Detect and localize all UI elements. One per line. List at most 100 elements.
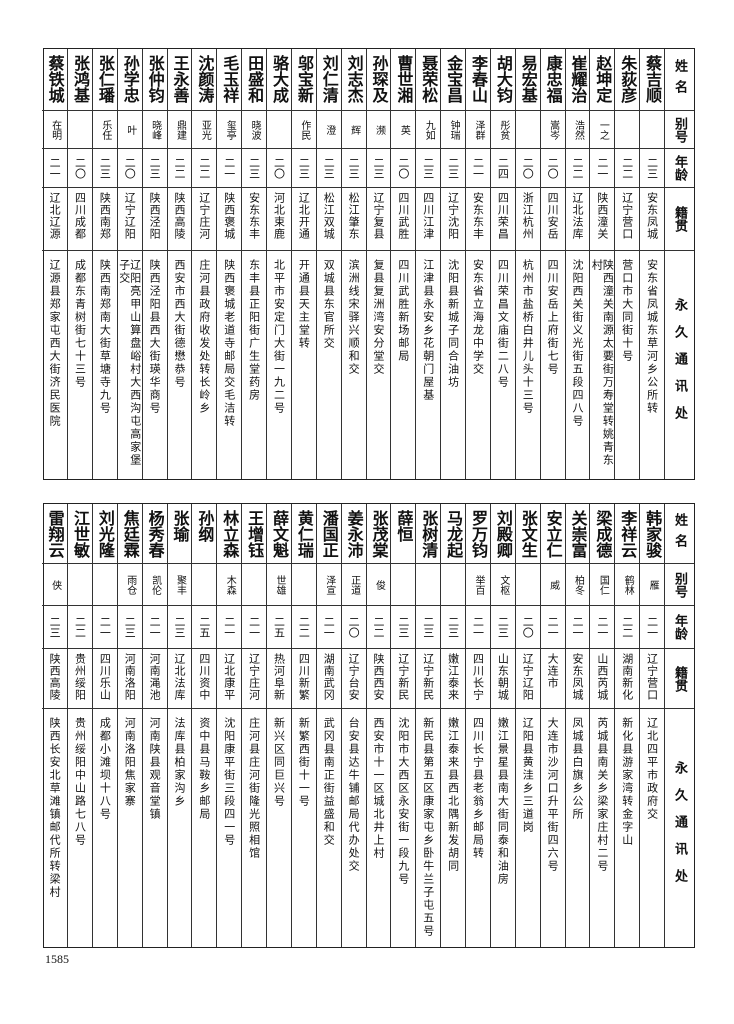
- name-cell: 罗万钧: [466, 504, 490, 564]
- address-text: 双城县东官所交: [322, 259, 336, 350]
- age-text: 二一: [595, 157, 609, 179]
- age-text: 二二: [570, 157, 584, 179]
- age-cell: 二一: [466, 149, 490, 188]
- native-text: 贵州绥阳: [73, 653, 87, 701]
- native-cell: 辽宁台安: [341, 649, 366, 709]
- name-text: 李春山: [468, 55, 488, 103]
- name-text: 孙学忠: [120, 55, 140, 103]
- native-text: 山东朝城: [496, 653, 510, 701]
- address-cell: 滨洲线宋驿兴顺和交: [342, 251, 366, 479]
- address-cell: 庄河县政府收发处转长岭乡: [192, 251, 216, 479]
- native-text: 辽宁庄河: [247, 653, 261, 701]
- alias-text: 聚丰: [174, 574, 186, 595]
- age-cell: 二一: [590, 606, 615, 649]
- address-cell: 辽阳亮甲山算盘峪村大西沟屯高家堡子交: [118, 251, 142, 479]
- address-cell: 四川荣昌文庙街二八号: [491, 251, 515, 479]
- address-text: 复县复洲湾安分堂交: [371, 259, 385, 376]
- address-cell: 新兴区同巨兴号: [267, 709, 291, 947]
- header-native: 籍贯: [672, 206, 687, 232]
- address-text: 东丰县正阳街广生堂药房: [247, 259, 261, 402]
- native-cell: 辽宁庄河: [192, 188, 217, 251]
- header-alias: 别号: [672, 116, 687, 143]
- age-cell: 二二: [615, 606, 640, 649]
- native-cell: 嫩江泰来: [441, 649, 465, 709]
- native-text: 四川长宁: [471, 653, 485, 701]
- table-row: 张仲钧 晓峰 二三 陕西泾阳 陕西泾阳县西大街瑛华商号: [141, 49, 167, 479]
- address-text: 陕西泾阳县西大街瑛华商号: [148, 259, 162, 415]
- address-text: 台安县达牛铺邮局代办处交: [347, 717, 361, 873]
- age-text: 二三: [347, 157, 361, 179]
- address-cell: 陕西南郑南大街草塘寺九号: [93, 251, 117, 479]
- age-text: 二五: [197, 616, 211, 638]
- name-cell: 王增钰: [242, 504, 266, 564]
- alias-text: 雁: [647, 579, 659, 590]
- address-text: 辽阳亮甲山算盘峪村大西沟屯高家堡子交: [117, 259, 142, 467]
- alias-cell: 威: [540, 564, 565, 606]
- age-text: 二三: [371, 157, 385, 179]
- name-text: 关崇富: [568, 510, 588, 558]
- name-cell: 孙纲: [192, 504, 217, 564]
- alias-cell: 鹤林: [615, 564, 640, 606]
- native-text: 四川成都: [73, 192, 87, 240]
- alias-cell: 泽宣: [316, 564, 341, 606]
- age-cell: 二三: [441, 149, 465, 188]
- age-text: 二三: [297, 157, 311, 179]
- age-text: 二三: [172, 616, 186, 638]
- native-text: 山西芮城: [595, 653, 609, 701]
- address-text: 大连市沙河口升平街四六号: [546, 717, 560, 873]
- native-cell: 辽北开通: [291, 188, 316, 251]
- native-cell: 辽宁营口: [640, 649, 664, 709]
- native-cell: 陕西高陵: [167, 188, 192, 251]
- table-row: 刘仁清澄二三 松江双城 双城县东官所交: [315, 49, 341, 479]
- name-text: 李祥云: [618, 510, 638, 558]
- alias-cell: [192, 564, 217, 606]
- alias-cell: [291, 564, 316, 606]
- age-text: 二一: [247, 616, 261, 638]
- page-number: 1585: [45, 952, 69, 966]
- native-text: 辽北辽源: [48, 192, 62, 240]
- native-text: 辽宁辽阳: [521, 653, 535, 701]
- table-row: 薛恒 二三 辽宁新民 沈阳市大西区永安街一段九号: [390, 504, 416, 947]
- table-row: 韩家骏雁二一 辽宁营口 辽北四平市政府交: [639, 504, 664, 947]
- alias-cell: [640, 111, 664, 149]
- native-cell: 热河阜新: [267, 649, 291, 709]
- address-cell: 资中县马鞍乡邮局: [192, 709, 216, 947]
- table-row: 张仁璠 乐任 二三 陕西南郑 陕西南郑南大街草塘寺九号: [91, 49, 117, 479]
- native-text: 陕西高陵: [48, 653, 62, 701]
- address-text: 开通县天主堂转: [297, 259, 311, 350]
- name-cell: 雷翔云: [42, 504, 67, 564]
- age-cell: 二〇: [68, 149, 92, 188]
- age-cell: 二〇: [540, 149, 565, 188]
- address-text: 陕西潼关南源太要街万寿堂转姚青东村: [590, 259, 615, 467]
- name-cell: 崔耀治: [565, 49, 590, 111]
- age-cell: 二一: [466, 606, 490, 649]
- address-text: 武冈县南正街益盛和交: [322, 717, 336, 847]
- alias-text: 濒: [373, 124, 385, 135]
- header-column: 姓名 别号 年龄 籍贯 永久通讯处: [664, 504, 694, 947]
- age-text: 二二: [371, 616, 385, 638]
- address-text: 滨洲线宋驿兴顺和交: [347, 259, 361, 376]
- alias-text: 乐任: [99, 119, 111, 140]
- address-cell: 安东省凤城东草河乡公所转: [640, 251, 664, 479]
- address-cell: 东丰县正阳街广生堂药房: [242, 251, 266, 479]
- alias-cell: [615, 111, 640, 149]
- address-text: 成都小滩坝十八号: [98, 717, 112, 821]
- address-text: 庄河县政府收发处转长岭乡: [197, 259, 211, 415]
- alias-cell: 柏冬: [565, 564, 590, 606]
- alias-cell: 辉: [341, 111, 366, 149]
- native-cell: 大连市: [540, 649, 565, 709]
- age-text: 二一: [471, 616, 485, 638]
- alias-text: 文枢: [497, 574, 509, 595]
- native-text: 陕西潼关: [595, 192, 609, 240]
- table-row: 毛玉祥 玺亭 二一 陕西褒城 陕西褒城老道寺邮局交毛洁转: [216, 49, 242, 479]
- age-text: 二三: [496, 616, 510, 638]
- native-cell: 辽宁沈阳: [441, 188, 465, 251]
- table-row: 杨秀春 凯伦 二一 河南渑池 河南陕县观音堂镇: [141, 504, 167, 947]
- address-cell: 沈阳西关街义光街五段四八号: [566, 251, 590, 479]
- header-native: 籍贯: [672, 665, 687, 692]
- address-text: 成都东青树街七十三号: [73, 259, 87, 389]
- alias-cell: [92, 564, 117, 606]
- address-text: 河南陕县观音堂镇: [148, 717, 162, 821]
- native-text: 安东凤城: [645, 192, 659, 240]
- alias-cell: [68, 111, 92, 149]
